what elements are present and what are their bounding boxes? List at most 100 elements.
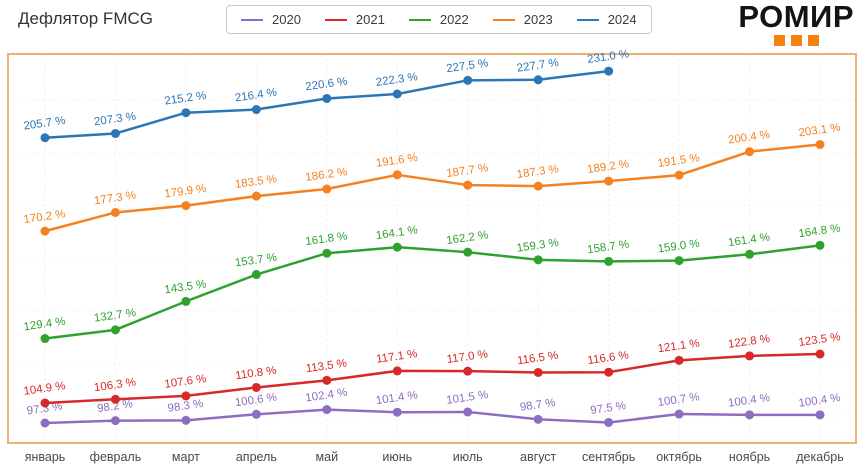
data-label-2020-апрель: 100.6 % bbox=[234, 391, 277, 409]
data-label-2024-сентябрь: 231.0 % bbox=[586, 48, 629, 66]
data-point-2022-январь bbox=[40, 334, 50, 344]
data-point-2020-ноябрь bbox=[745, 410, 755, 420]
data-label-2023-сентябрь: 189.2 % bbox=[586, 158, 629, 176]
data-label-2022-октябрь: 159.0 % bbox=[657, 238, 700, 256]
data-label-2022-апрель: 153.7 % bbox=[234, 252, 277, 270]
data-label-2020-август: 98.7 % bbox=[519, 397, 556, 414]
data-label-2022-июль: 162.2 % bbox=[446, 229, 489, 247]
data-point-2023-октябрь bbox=[674, 170, 684, 180]
data-point-2020-май bbox=[322, 405, 332, 415]
data-point-2024-сентябрь bbox=[604, 66, 614, 76]
data-label-2021-январь: 104.9 % bbox=[23, 380, 66, 398]
data-label-2022-март: 143.5 % bbox=[164, 279, 207, 297]
data-point-2020-январь bbox=[40, 418, 50, 428]
x-axis-label-сентябрь: сентябрь bbox=[582, 450, 635, 464]
data-point-2023-январь bbox=[40, 226, 50, 236]
data-point-2023-февраль bbox=[110, 207, 120, 217]
data-label-2020-сентябрь: 97.5 % bbox=[590, 400, 627, 417]
data-point-2020-сентябрь bbox=[604, 417, 614, 427]
data-point-2021-январь bbox=[40, 398, 50, 408]
series-line-2023 bbox=[44, 143, 821, 233]
series-2022: 129.4 % 132.7 % 143.5 % 153.7 % 161.8 % 164.1… bbox=[23, 222, 841, 344]
data-point-2020-июнь bbox=[392, 407, 402, 417]
data-point-2020-октябрь bbox=[674, 409, 684, 419]
series-line-2021 bbox=[44, 352, 821, 405]
data-label-2022-август: 159.3 % bbox=[516, 237, 559, 255]
x-axis-label-октябрь: октябрь bbox=[656, 450, 702, 464]
x-axis-label-июнь: июнь bbox=[382, 450, 412, 464]
data-point-2024-февраль bbox=[110, 128, 120, 138]
data-label-2021-декабрь: 123.5 % bbox=[798, 331, 841, 349]
romir-wordmark: РОМИР bbox=[738, 0, 854, 34]
x-axis-label-май: май bbox=[316, 450, 339, 464]
legend-item-2021[interactable]: 2021 bbox=[324, 12, 385, 27]
logo-squares-icon bbox=[738, 34, 854, 46]
data-point-2024-август bbox=[533, 75, 543, 85]
legend-swatch-icon bbox=[408, 18, 431, 21]
data-label-2021-март: 107.6 % bbox=[164, 373, 207, 391]
legend-item-2024[interactable]: 2024 bbox=[576, 12, 637, 27]
data-label-2023-август: 187.3 % bbox=[516, 163, 559, 181]
data-point-2023-ноябрь bbox=[745, 147, 755, 157]
legend-item-label: 2023 bbox=[523, 12, 553, 27]
x-axis-label-январь: январь bbox=[25, 450, 66, 464]
data-point-2024-январь bbox=[40, 133, 50, 143]
data-label-2021-август: 116.5 % bbox=[516, 350, 559, 368]
data-point-2022-сентябрь bbox=[604, 256, 614, 266]
chart-legend: 2020 2021 2022 2023 2024 bbox=[226, 5, 652, 34]
data-point-2020-июль bbox=[463, 407, 473, 417]
data-label-2021-сентябрь: 116.6 % bbox=[587, 349, 630, 367]
data-label-2022-июнь: 164.1 % bbox=[375, 224, 418, 242]
legend-item-2022[interactable]: 2022 bbox=[408, 12, 469, 27]
data-point-2023-март bbox=[181, 201, 191, 211]
data-point-2021-июль bbox=[463, 366, 473, 376]
data-label-2023-ноябрь: 200.4 % bbox=[727, 129, 770, 147]
data-label-2024-апрель: 216.4 % bbox=[234, 87, 277, 105]
data-point-2021-декабрь bbox=[815, 349, 825, 359]
legend-item-2023[interactable]: 2023 bbox=[492, 12, 553, 27]
data-label-2023-июль: 187.7 % bbox=[446, 162, 489, 180]
x-axis-label-август: август bbox=[520, 450, 557, 464]
legend-item-label: 2021 bbox=[355, 12, 385, 27]
data-label-2024-июль: 227.5 % bbox=[446, 57, 489, 75]
data-label-2022-январь: 129.4 % bbox=[23, 316, 66, 334]
data-point-2023-апрель bbox=[251, 191, 261, 201]
romir-logo: РОМИР bbox=[738, 0, 854, 46]
data-label-2024-май: 220.6 % bbox=[305, 76, 348, 94]
data-point-2023-август bbox=[533, 181, 543, 191]
data-point-2023-июль bbox=[463, 180, 473, 190]
data-label-2024-август: 227.7 % bbox=[516, 57, 559, 75]
data-point-2023-май bbox=[322, 184, 332, 194]
legend-item-label: 2020 bbox=[272, 12, 301, 27]
data-point-2022-март bbox=[181, 296, 191, 306]
data-point-2022-июль bbox=[463, 247, 473, 257]
data-point-2024-апрель bbox=[251, 105, 261, 115]
data-point-2023-декабрь bbox=[815, 140, 825, 150]
data-point-2022-апрель bbox=[251, 270, 261, 280]
x-axis-label-февраль: февраль bbox=[90, 450, 142, 464]
data-label-2020-декабрь: 100.4 % bbox=[798, 392, 841, 410]
data-point-2021-апрель bbox=[251, 382, 261, 392]
data-point-2023-июнь bbox=[392, 170, 402, 180]
data-label-2021-май: 113.5 % bbox=[305, 358, 348, 376]
data-label-2021-апрель: 110.8 % bbox=[235, 365, 278, 383]
data-point-2021-октябрь bbox=[674, 355, 684, 365]
data-point-2021-ноябрь bbox=[745, 351, 755, 361]
data-point-2020-декабрь bbox=[815, 410, 825, 420]
data-point-2024-март bbox=[181, 108, 191, 118]
series-line-2022 bbox=[44, 244, 821, 340]
data-label-2023-март: 179.9 % bbox=[164, 183, 207, 201]
logo-square-icon bbox=[807, 34, 819, 46]
logo-square-icon bbox=[773, 34, 785, 46]
data-label-2023-июнь: 191.6 % bbox=[375, 152, 418, 170]
data-label-2020-октябрь: 100.7 % bbox=[657, 391, 700, 409]
legend-swatch-icon bbox=[492, 18, 515, 21]
legend-item-label: 2024 bbox=[607, 12, 637, 27]
data-label-2022-декабрь: 164.8 % bbox=[798, 222, 841, 240]
data-label-2023-февраль: 177.3 % bbox=[93, 190, 136, 208]
data-label-2020-март: 98.3 % bbox=[167, 398, 204, 415]
legend-swatch-icon bbox=[241, 18, 263, 21]
legend-item-2020[interactable]: 2020 bbox=[241, 12, 301, 27]
data-label-2020-июль: 101.5 % bbox=[446, 389, 489, 407]
